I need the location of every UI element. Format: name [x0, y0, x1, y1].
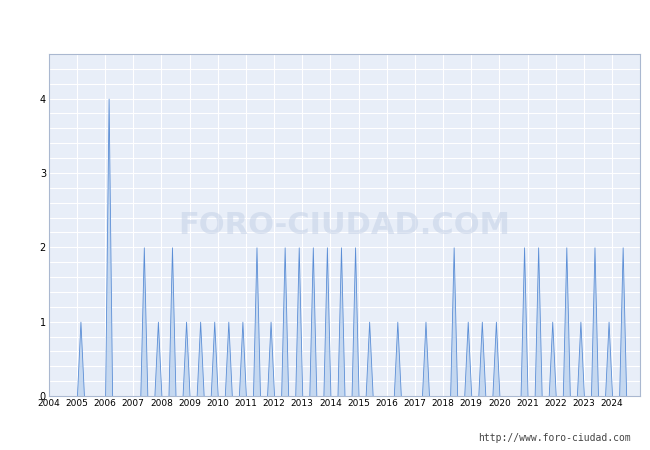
- Text: Casillas de Flores - Evolucion del Nº de Transacciones Inmobiliarias: Casillas de Flores - Evolucion del Nº de…: [53, 14, 597, 27]
- Text: http://www.foro-ciudad.com: http://www.foro-ciudad.com: [478, 433, 630, 443]
- Text: FORO-CIUDAD.COM: FORO-CIUDAD.COM: [179, 211, 510, 239]
